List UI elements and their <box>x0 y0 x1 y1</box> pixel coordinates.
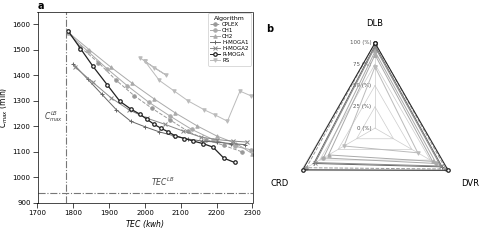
Legend: CPLEX, CH1, CH2, H-MOGA1, H-MOGA2, R-MOGA, RS: CPLEX, CH1, CH2, H-MOGA1, H-MOGA2, R-MOG… <box>208 13 251 65</box>
Text: 75 (%): 75 (%) <box>354 62 372 67</box>
Text: 0 (%): 0 (%) <box>357 126 372 131</box>
Text: $C^{LB}_{max}$: $C^{LB}_{max}$ <box>44 109 64 123</box>
Text: DVR: DVR <box>461 179 479 188</box>
Text: CRD: CRD <box>270 179 289 188</box>
Text: 100 (%): 100 (%) <box>350 41 372 45</box>
X-axis label: $TEC$ (kwh): $TEC$ (kwh) <box>125 218 165 230</box>
Text: b: b <box>266 24 273 34</box>
Text: DLB: DLB <box>366 19 384 27</box>
Y-axis label: $C_{max}$ (min): $C_{max}$ (min) <box>0 86 10 128</box>
Text: a: a <box>38 1 44 11</box>
Text: 50 (%): 50 (%) <box>354 83 372 88</box>
Text: 25 (%): 25 (%) <box>354 104 372 109</box>
Text: $TEC^{LB}$: $TEC^{LB}$ <box>151 175 175 188</box>
